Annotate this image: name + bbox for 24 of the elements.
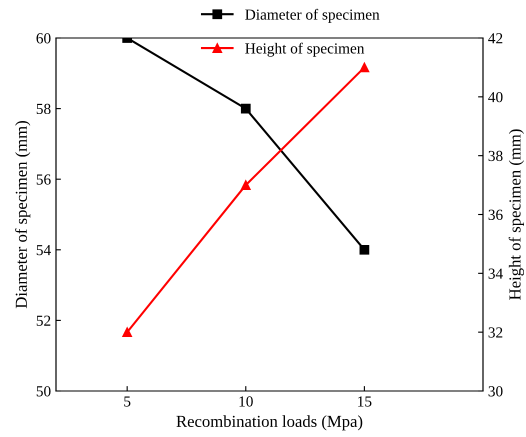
y2-tick-label: 42 — [488, 33, 502, 44]
x-tick-label: 5 — [124, 396, 130, 407]
legend-label: Diameter of specimen — [245, 8, 380, 23]
y-tick-label: 58 — [36, 104, 51, 114]
legend-label: Height of specimen — [245, 42, 364, 57]
y2-tick-label: 32 — [488, 327, 502, 338]
y2-tick-label: 30 — [488, 386, 503, 396]
y2-tick-label: 34 — [488, 268, 503, 279]
y-tick-label: 60 — [36, 33, 51, 44]
y2-tick-label: 38 — [488, 150, 503, 162]
y-tick-label: 54 — [36, 245, 51, 256]
point — [360, 62, 370, 72]
point — [240, 180, 251, 190]
y-axis-title: Diameter of specimen (mm) — [15, 121, 30, 308]
x-tick-label: 10 — [239, 396, 253, 407]
y2-tick-label: 36 — [488, 210, 503, 220]
point — [122, 327, 132, 338]
x-tick-label: 15 — [358, 396, 372, 407]
y-tick-label: 56 — [36, 174, 51, 185]
y2-tick-label: 40 — [488, 92, 503, 102]
y2-axis-title: Height of specimen (mm) — [508, 129, 524, 300]
y-tick-label: 50 — [36, 386, 51, 396]
x-axis-title: Recombination loads (Mpa) — [176, 415, 362, 430]
y-tick-label: 52 — [36, 316, 50, 326]
